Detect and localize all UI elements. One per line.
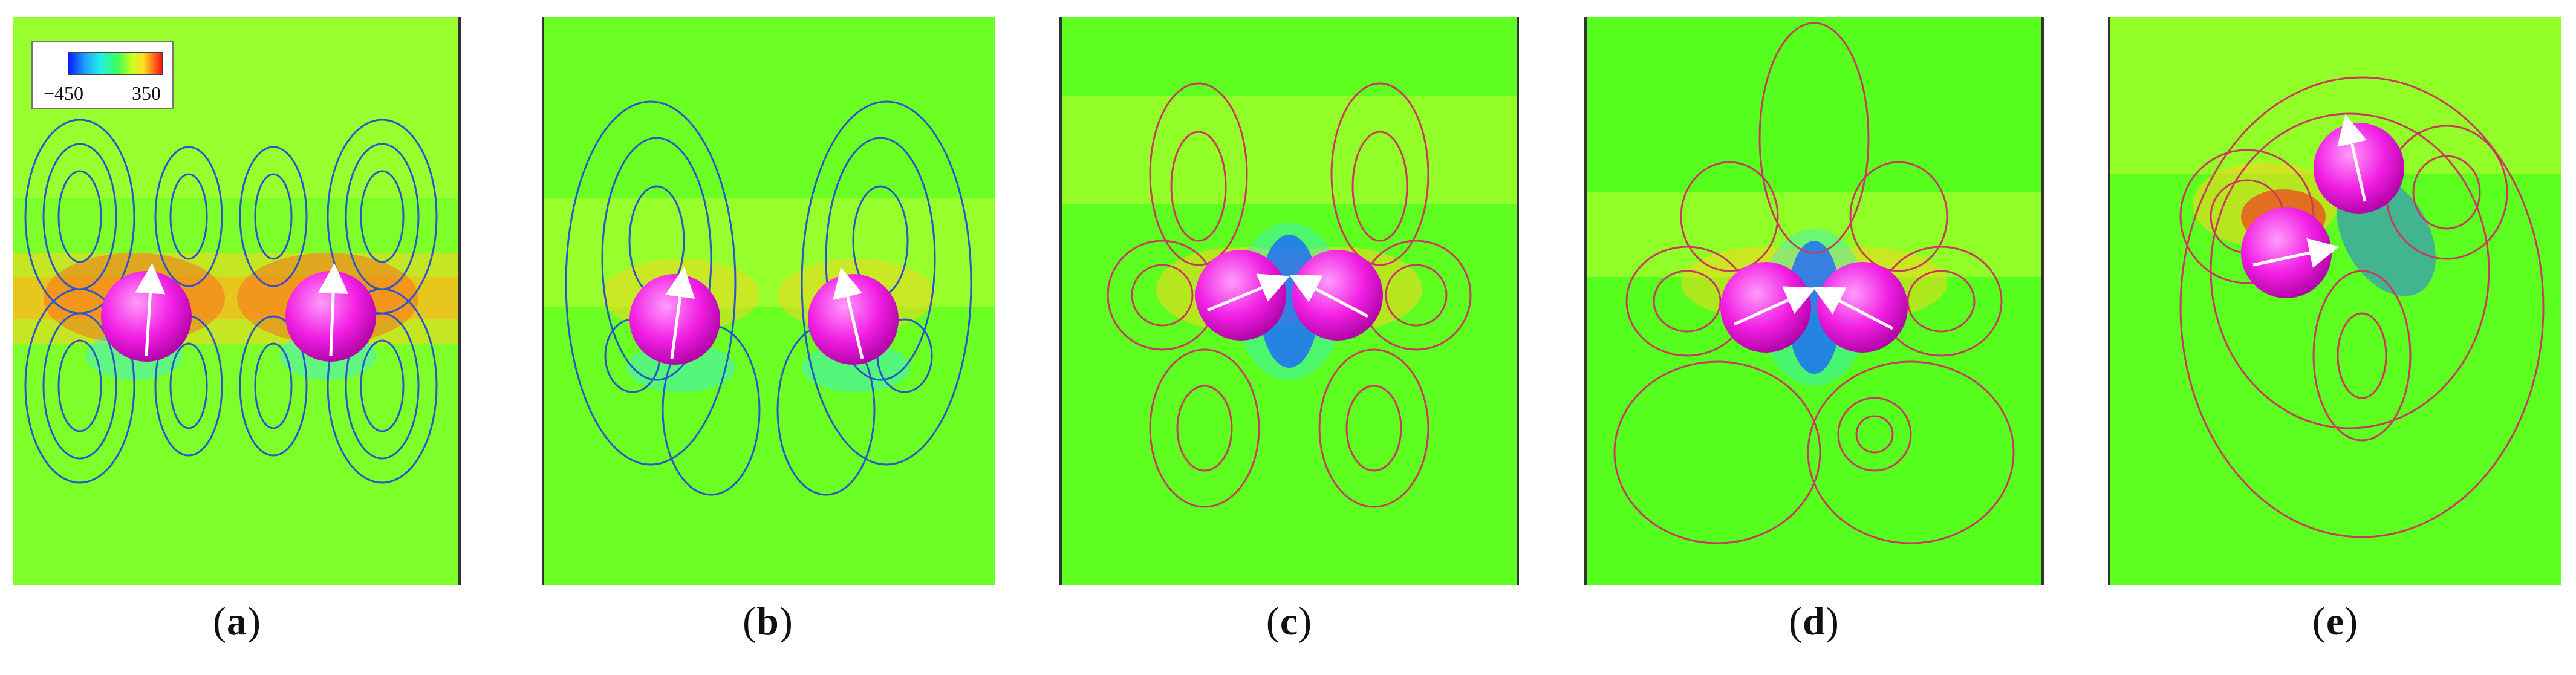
streamlines	[24, 119, 438, 484]
caption-a: (a)	[213, 599, 261, 644]
dipole-arrow	[833, 267, 864, 359]
dipole-arrow	[135, 263, 166, 356]
dipole-arrow	[1207, 273, 1290, 312]
dipole-arrow	[1733, 286, 1816, 326]
caption-letter: b	[756, 599, 779, 644]
caption-letter: c	[1280, 599, 1299, 644]
particle-right	[1817, 262, 1908, 353]
particle-right	[285, 271, 376, 362]
caption-c: (c)	[1266, 599, 1313, 644]
panel-c-plot	[1059, 17, 1519, 585]
panel-a-plot	[13, 17, 461, 585]
dipole-arrow	[2252, 238, 2340, 268]
colorbar-gradient	[68, 52, 163, 75]
panel-a: −450 350	[13, 17, 461, 585]
dipole-arrow	[1289, 275, 1369, 318]
caption-letter: a	[227, 599, 247, 644]
caption-letter: e	[2326, 599, 2345, 644]
panel-e-plot	[2108, 17, 2561, 585]
streamlines	[2179, 76, 2545, 538]
streamlines	[1107, 82, 1472, 508]
caption-letter: d	[1803, 599, 1826, 644]
particle-left	[101, 271, 192, 362]
particle-right	[1292, 250, 1383, 341]
particle-left	[629, 274, 720, 365]
caption-d: (d)	[1789, 599, 1839, 644]
dipole-arrow	[665, 267, 695, 359]
colorbar-legend: −450 350	[31, 41, 174, 109]
dipole-arrow	[1812, 287, 1894, 330]
panel-d	[1584, 17, 2044, 585]
panel-c	[1059, 17, 1519, 585]
colorbar-max-label: 350	[132, 82, 161, 104]
dipole-arrow	[2337, 114, 2367, 202]
particle-left	[1720, 262, 1811, 353]
panel-b	[542, 17, 995, 585]
panel-e	[2108, 17, 2561, 585]
particle-lower	[2241, 207, 2332, 298]
caption-e: (e)	[2312, 599, 2359, 644]
colorbar-min-label: −450	[44, 82, 84, 104]
panel-b-plot	[542, 17, 995, 585]
dipole-arrow	[318, 263, 349, 356]
caption-b: (b)	[743, 599, 793, 644]
panel-d-plot	[1584, 17, 2044, 585]
